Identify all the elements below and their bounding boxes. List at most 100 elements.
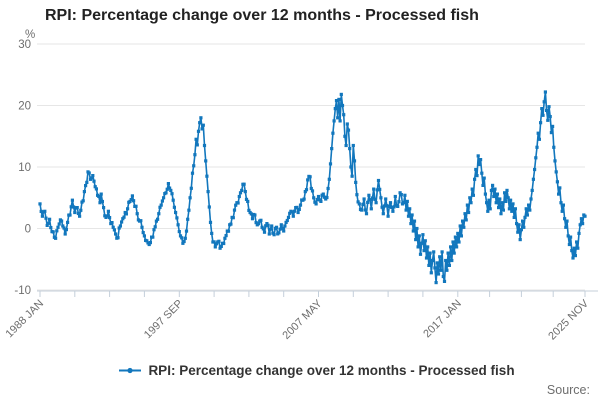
data-point-marker [482, 176, 486, 180]
data-point-marker [91, 174, 95, 178]
data-point-marker [500, 201, 504, 205]
data-point-marker [81, 199, 85, 203]
data-point-marker [66, 220, 70, 224]
data-point-marker [55, 229, 59, 233]
data-point-marker [134, 204, 138, 208]
data-point-marker [441, 274, 445, 279]
chart-title: RPI: Percentage change over 12 months - … [45, 7, 479, 24]
data-point-marker [428, 251, 432, 255]
data-point-marker [567, 242, 571, 247]
data-point-marker [304, 188, 309, 192]
data-point-marker [309, 186, 313, 191]
data-point-marker [423, 239, 427, 243]
data-point-marker [118, 224, 122, 228]
data-point-marker [382, 204, 387, 208]
data-point-marker [393, 194, 397, 199]
data-point-marker [333, 107, 337, 111]
data-point-marker [232, 208, 237, 212]
data-point-marker [254, 221, 258, 225]
data-point-marker [535, 145, 539, 149]
data-point-marker [452, 251, 456, 255]
data-point-marker [153, 225, 157, 229]
data-point-marker [63, 232, 67, 236]
data-point-marker [187, 208, 191, 212]
data-point-marker [555, 180, 559, 184]
data-point-marker [283, 224, 287, 228]
data-point-marker [126, 207, 130, 211]
data-point-marker [453, 235, 457, 239]
data-point-marker [361, 202, 365, 206]
data-point-marker [116, 236, 120, 240]
data-point-marker [268, 227, 273, 231]
data-point-marker [360, 208, 364, 212]
data-point-marker [528, 208, 532, 212]
data-point-marker [476, 154, 480, 158]
data-point-marker [414, 238, 418, 242]
data-point-marker [72, 205, 76, 209]
x-axis-tick-label: 2025 NOV [546, 297, 591, 342]
data-point-marker [170, 192, 174, 196]
y-axis-tick-label: -10 [14, 285, 31, 297]
x-axis-tick-label: 2007 MAY [280, 297, 325, 342]
data-point-marker [498, 197, 502, 201]
data-point-marker [489, 188, 493, 192]
data-point-marker [331, 131, 335, 135]
data-point-marker [142, 234, 146, 238]
data-point-marker [339, 92, 343, 96]
data-point-marker [43, 209, 47, 213]
legend: RPI: Percentage change over 12 months - … [0, 363, 600, 378]
data-point-marker [577, 231, 581, 235]
data-point-marker [426, 245, 430, 249]
data-point-marker [192, 164, 196, 168]
data-point-marker [328, 162, 333, 166]
data-point-marker [306, 178, 310, 182]
data-point-marker [576, 246, 580, 250]
data-point-marker [362, 197, 366, 201]
data-point-marker [242, 182, 246, 186]
data-point-marker [366, 200, 370, 204]
data-point-marker [405, 199, 409, 203]
data-point-marker [45, 223, 49, 227]
data-point-marker [310, 189, 315, 193]
data-point-marker [397, 200, 401, 204]
data-point-marker [503, 191, 507, 195]
data-point-marker [541, 113, 545, 117]
data-point-marker [424, 256, 429, 260]
data-point-marker [533, 167, 537, 172]
data-point-marker [148, 241, 152, 245]
data-point-marker [511, 202, 515, 206]
data-point-marker [491, 183, 495, 187]
data-point-marker [444, 258, 448, 263]
data-point-marker [468, 196, 472, 200]
data-point-marker [49, 226, 53, 230]
data-point-marker [267, 232, 271, 236]
data-point-marker [368, 198, 372, 202]
data-point-marker [265, 222, 269, 226]
data-point-marker [512, 215, 516, 219]
data-point-marker [457, 240, 461, 244]
data-point-marker [264, 224, 268, 228]
data-point-marker [189, 186, 193, 190]
data-point-marker [298, 203, 303, 207]
data-point-marker [290, 210, 294, 214]
data-point-marker [272, 233, 276, 237]
data-point-marker [40, 214, 44, 218]
data-point-marker [571, 256, 575, 260]
data-point-marker [467, 210, 471, 215]
data-point-marker [57, 222, 61, 226]
data-point-marker [388, 201, 393, 205]
data-point-marker [380, 205, 384, 209]
data-point-marker [391, 209, 395, 213]
data-point-marker [390, 205, 394, 209]
data-point-marker [105, 214, 109, 218]
data-point-marker [497, 206, 501, 210]
legend-item[interactable]: RPI: Percentage change over 12 months - … [119, 363, 515, 378]
data-point-marker [62, 226, 66, 230]
data-point-marker [277, 231, 281, 235]
data-point-marker [198, 121, 202, 125]
data-point-marker [364, 212, 369, 216]
data-point-marker [433, 266, 437, 270]
data-point-marker [44, 216, 48, 220]
data-point-marker [494, 201, 498, 205]
